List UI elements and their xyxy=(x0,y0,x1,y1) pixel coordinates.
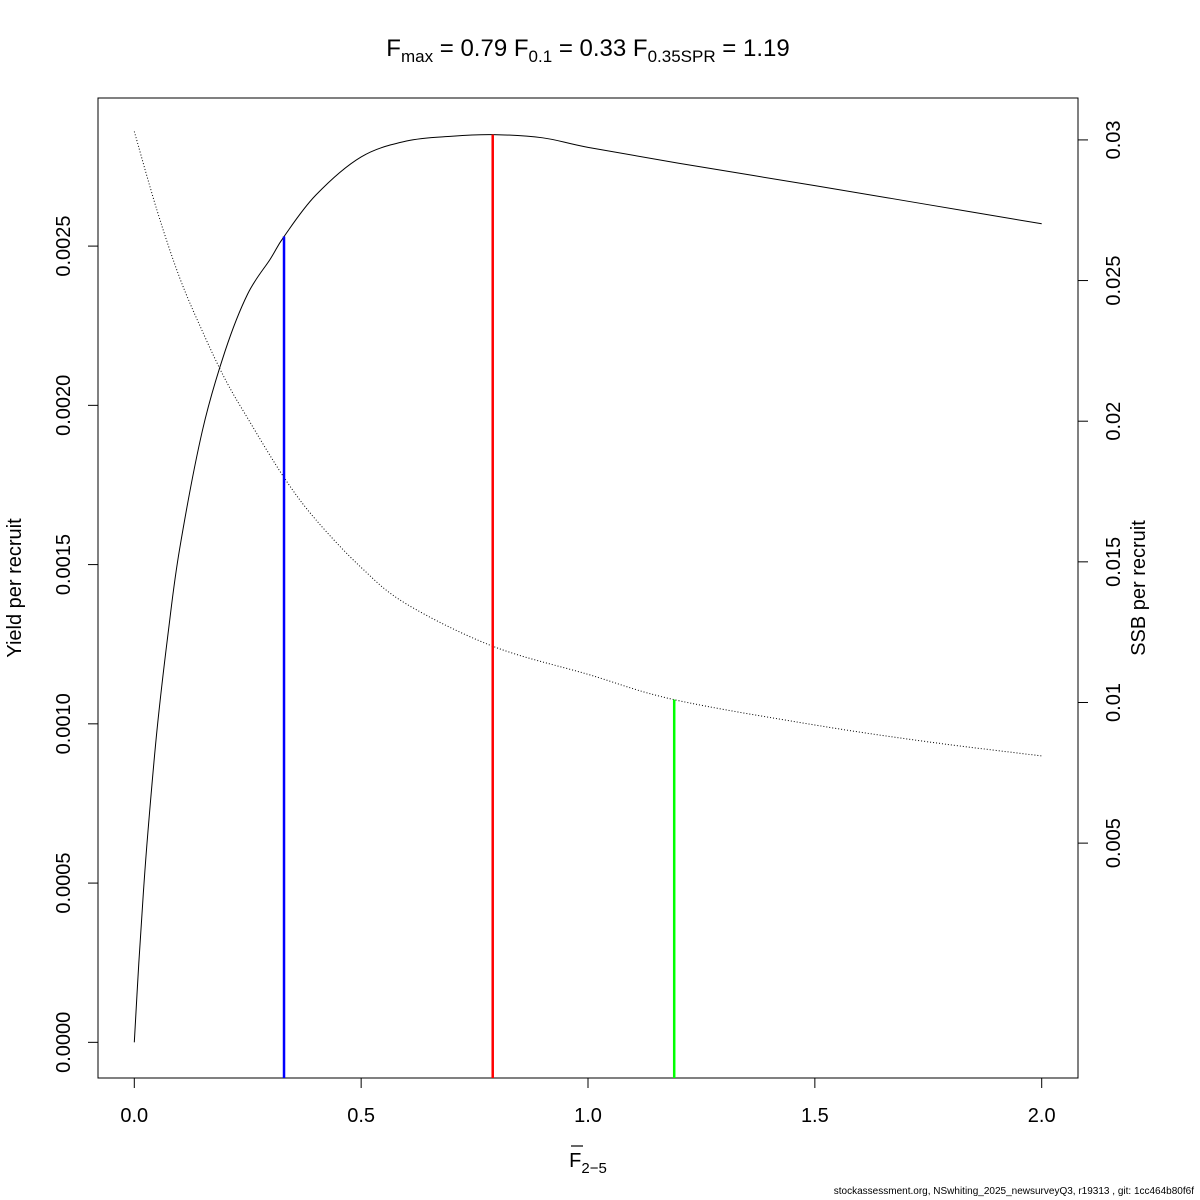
y-axis-right-label: SSB per recruit xyxy=(1128,520,1150,656)
plot-frame xyxy=(97,97,1079,1079)
yield-per-recruit-line xyxy=(133,134,1042,1043)
x-axis: 0.0 0.5 1.0 1.5 2.0 xyxy=(120,1078,1056,1127)
x-tick-label: 0.0 xyxy=(120,1105,148,1127)
x-tick-label: 0.5 xyxy=(347,1105,375,1127)
x-tick-label: 1.0 xyxy=(574,1105,602,1127)
y-left-tick-label: 0.0010 xyxy=(53,693,75,754)
y-right-tick-label: 0.015 xyxy=(1103,537,1125,587)
y-left-tick-label: 0.0005 xyxy=(53,852,75,913)
footer-caption: stockassessment.org, NSwhiting_2025_news… xyxy=(833,1186,1194,1197)
y-right-tick-label: 0.02 xyxy=(1103,402,1125,441)
y-right-tick-label: 0.01 xyxy=(1103,683,1125,722)
y-left-tick-label: 0.0015 xyxy=(53,534,75,595)
y-left-tick-label: 0.0020 xyxy=(53,375,75,436)
y-right-tick-label: 0.005 xyxy=(1103,818,1125,868)
y-left-tick-label: 0.0025 xyxy=(53,216,75,277)
x-tick-label: 1.5 xyxy=(801,1105,829,1127)
chart-title: Fmax = 0.79 F0.1 = 0.33 F0.35SPR = 1.19 xyxy=(386,35,789,66)
x-tick-label: 2.0 xyxy=(1028,1105,1056,1127)
y-axis-left-label: Yield per recruit xyxy=(4,518,26,658)
ssb-per-recruit-line xyxy=(133,131,1042,757)
x-axis-label: F2−5 xyxy=(569,1150,607,1177)
y-right-tick-label: 0.03 xyxy=(1103,120,1125,159)
y-left-tick-label: 0.0000 xyxy=(53,1012,75,1073)
series-layer xyxy=(133,131,1042,1043)
y-axis-left: 0.0000 0.0005 0.0010 0.0015 0.0020 0.0025 xyxy=(53,216,98,1073)
y-axis-right: 0.005 0.01 0.015 0.02 0.025 0.03 xyxy=(1078,120,1125,868)
reference-lines xyxy=(282,134,676,1078)
y-right-tick-label: 0.025 xyxy=(1103,256,1125,306)
